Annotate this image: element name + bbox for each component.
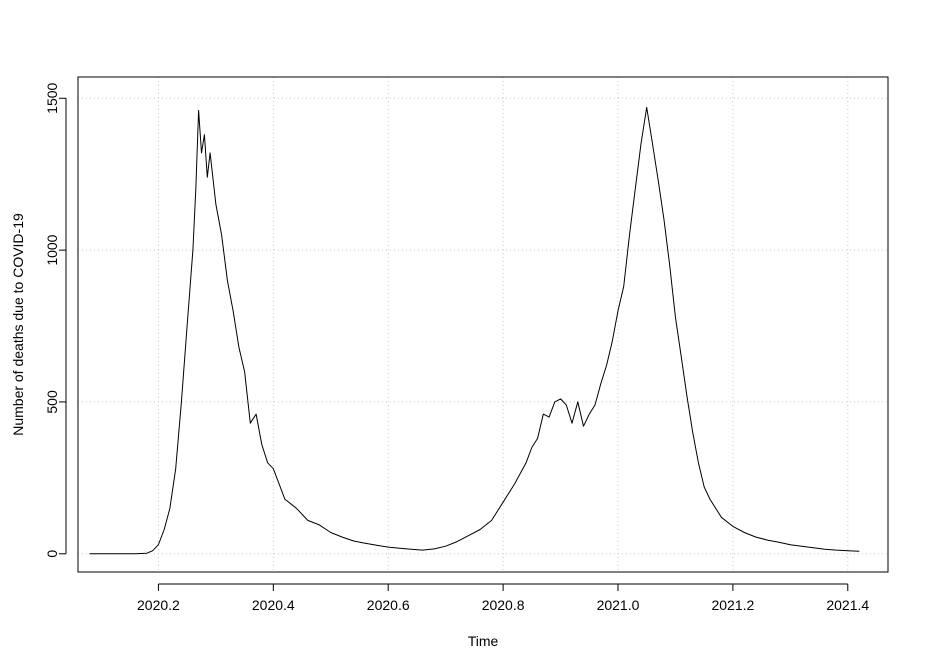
y-tick-label: 0	[44, 550, 60, 558]
x-tick-label: 2020.6	[367, 597, 410, 613]
y-tick-label: 500	[44, 390, 60, 414]
x-tick-label: 2020.4	[252, 597, 295, 613]
x-tick-label: 2020.2	[137, 597, 180, 613]
series-layer	[89, 106, 860, 555]
y-axis-label: Number of deaths due to COVID-19	[10, 213, 26, 436]
x-tick-label: 2021.4	[826, 597, 869, 613]
y-axis: 0 500 1000 1500	[44, 82, 67, 558]
y-tick-label: 1500	[44, 82, 60, 113]
x-tick-label: 2021.0	[597, 597, 640, 613]
x-axis: 2020.2 2020.4 2020.6 2020.8 2021.0 2021.2 2021…	[137, 583, 869, 613]
x-tick-label: 2021.2	[711, 597, 754, 613]
y-tick-label: 1000	[44, 234, 60, 265]
series-line	[89, 106, 860, 555]
x-tick-label: 2020.8	[482, 597, 525, 613]
x-axis-label: Time	[468, 633, 499, 649]
plot-area-frame	[77, 76, 889, 573]
grid-lines	[78, 77, 888, 572]
